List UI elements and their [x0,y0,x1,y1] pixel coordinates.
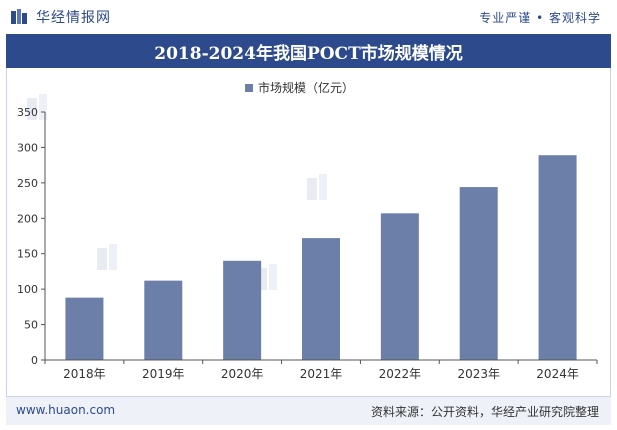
top-bar: 华经情报网 专业严谨 • 客观科学 [0,0,617,34]
y-tick-label: 200 [17,212,38,225]
footer: www.huaon.com 资料来源：公开资料，华经产业研究院整理 [6,397,611,425]
chart-area: 市场规模（亿元） 0 50 100 150 200 250 300 350 2018年 2019… [6,68,611,397]
brand: 华经情报网 [10,7,111,27]
watermark-mark [39,94,47,120]
x-tick-label: 2019年 [142,367,185,381]
watermark-mark [269,264,277,290]
bar-chart: 市场规模（亿元） 0 50 100 150 200 250 300 350 2018年 2019… [17,80,598,381]
bar [65,297,104,360]
x-tick-label: 2023年 [457,367,500,381]
data-source: 资料来源：公开资料，华经产业研究院整理 [370,405,599,419]
site-url: www.huaon.com [16,403,116,417]
watermark-mark [109,244,117,270]
x-tick-label: 2020年 [221,367,264,381]
y-tick-label: 300 [17,141,38,154]
title-bar: 2018-2024年我国POCT市场规模情况 [6,34,611,68]
chart-title: 2018-2024年我国POCT市场规模情况 [154,43,463,64]
y-tick-label: 50 [24,319,38,332]
bar [459,187,498,360]
x-tick-label: 2018年 [63,367,106,381]
brand-name: 华经情报网 [36,10,111,26]
x-tick-label: 2022年 [379,367,422,381]
legend-label: 市场规模（亿元） [258,80,354,95]
watermark-mark [319,174,327,200]
y-tick-label: 0 [31,354,38,367]
huajing-logo-icon [11,9,27,24]
slogan: 专业严谨 • 客观科学 [479,11,601,25]
y-tick-label: 100 [17,283,38,296]
watermark-mark [257,268,267,290]
bar [302,238,340,360]
bars [65,155,577,360]
y-tick-label: 350 [17,106,38,119]
watermark-mark [307,178,317,200]
x-tick-label: 2021年 [300,367,343,381]
bar [538,155,577,360]
y-tick-label: 150 [17,248,38,261]
watermark-mark [27,98,37,120]
x-axis: 2018年 2019年 2020年 2021年 2022年 2023年 2024年 [44,359,598,381]
y-tick-label: 250 [17,177,38,190]
bar [144,280,183,360]
bar [223,260,262,360]
y-axis: 0 50 100 150 200 250 300 350 [17,106,46,367]
legend-swatch [245,84,253,92]
watermark-mark [97,248,107,270]
legend: 市场规模（亿元） [245,80,354,95]
bar [380,213,419,360]
x-tick-label: 2024年 [536,367,579,381]
